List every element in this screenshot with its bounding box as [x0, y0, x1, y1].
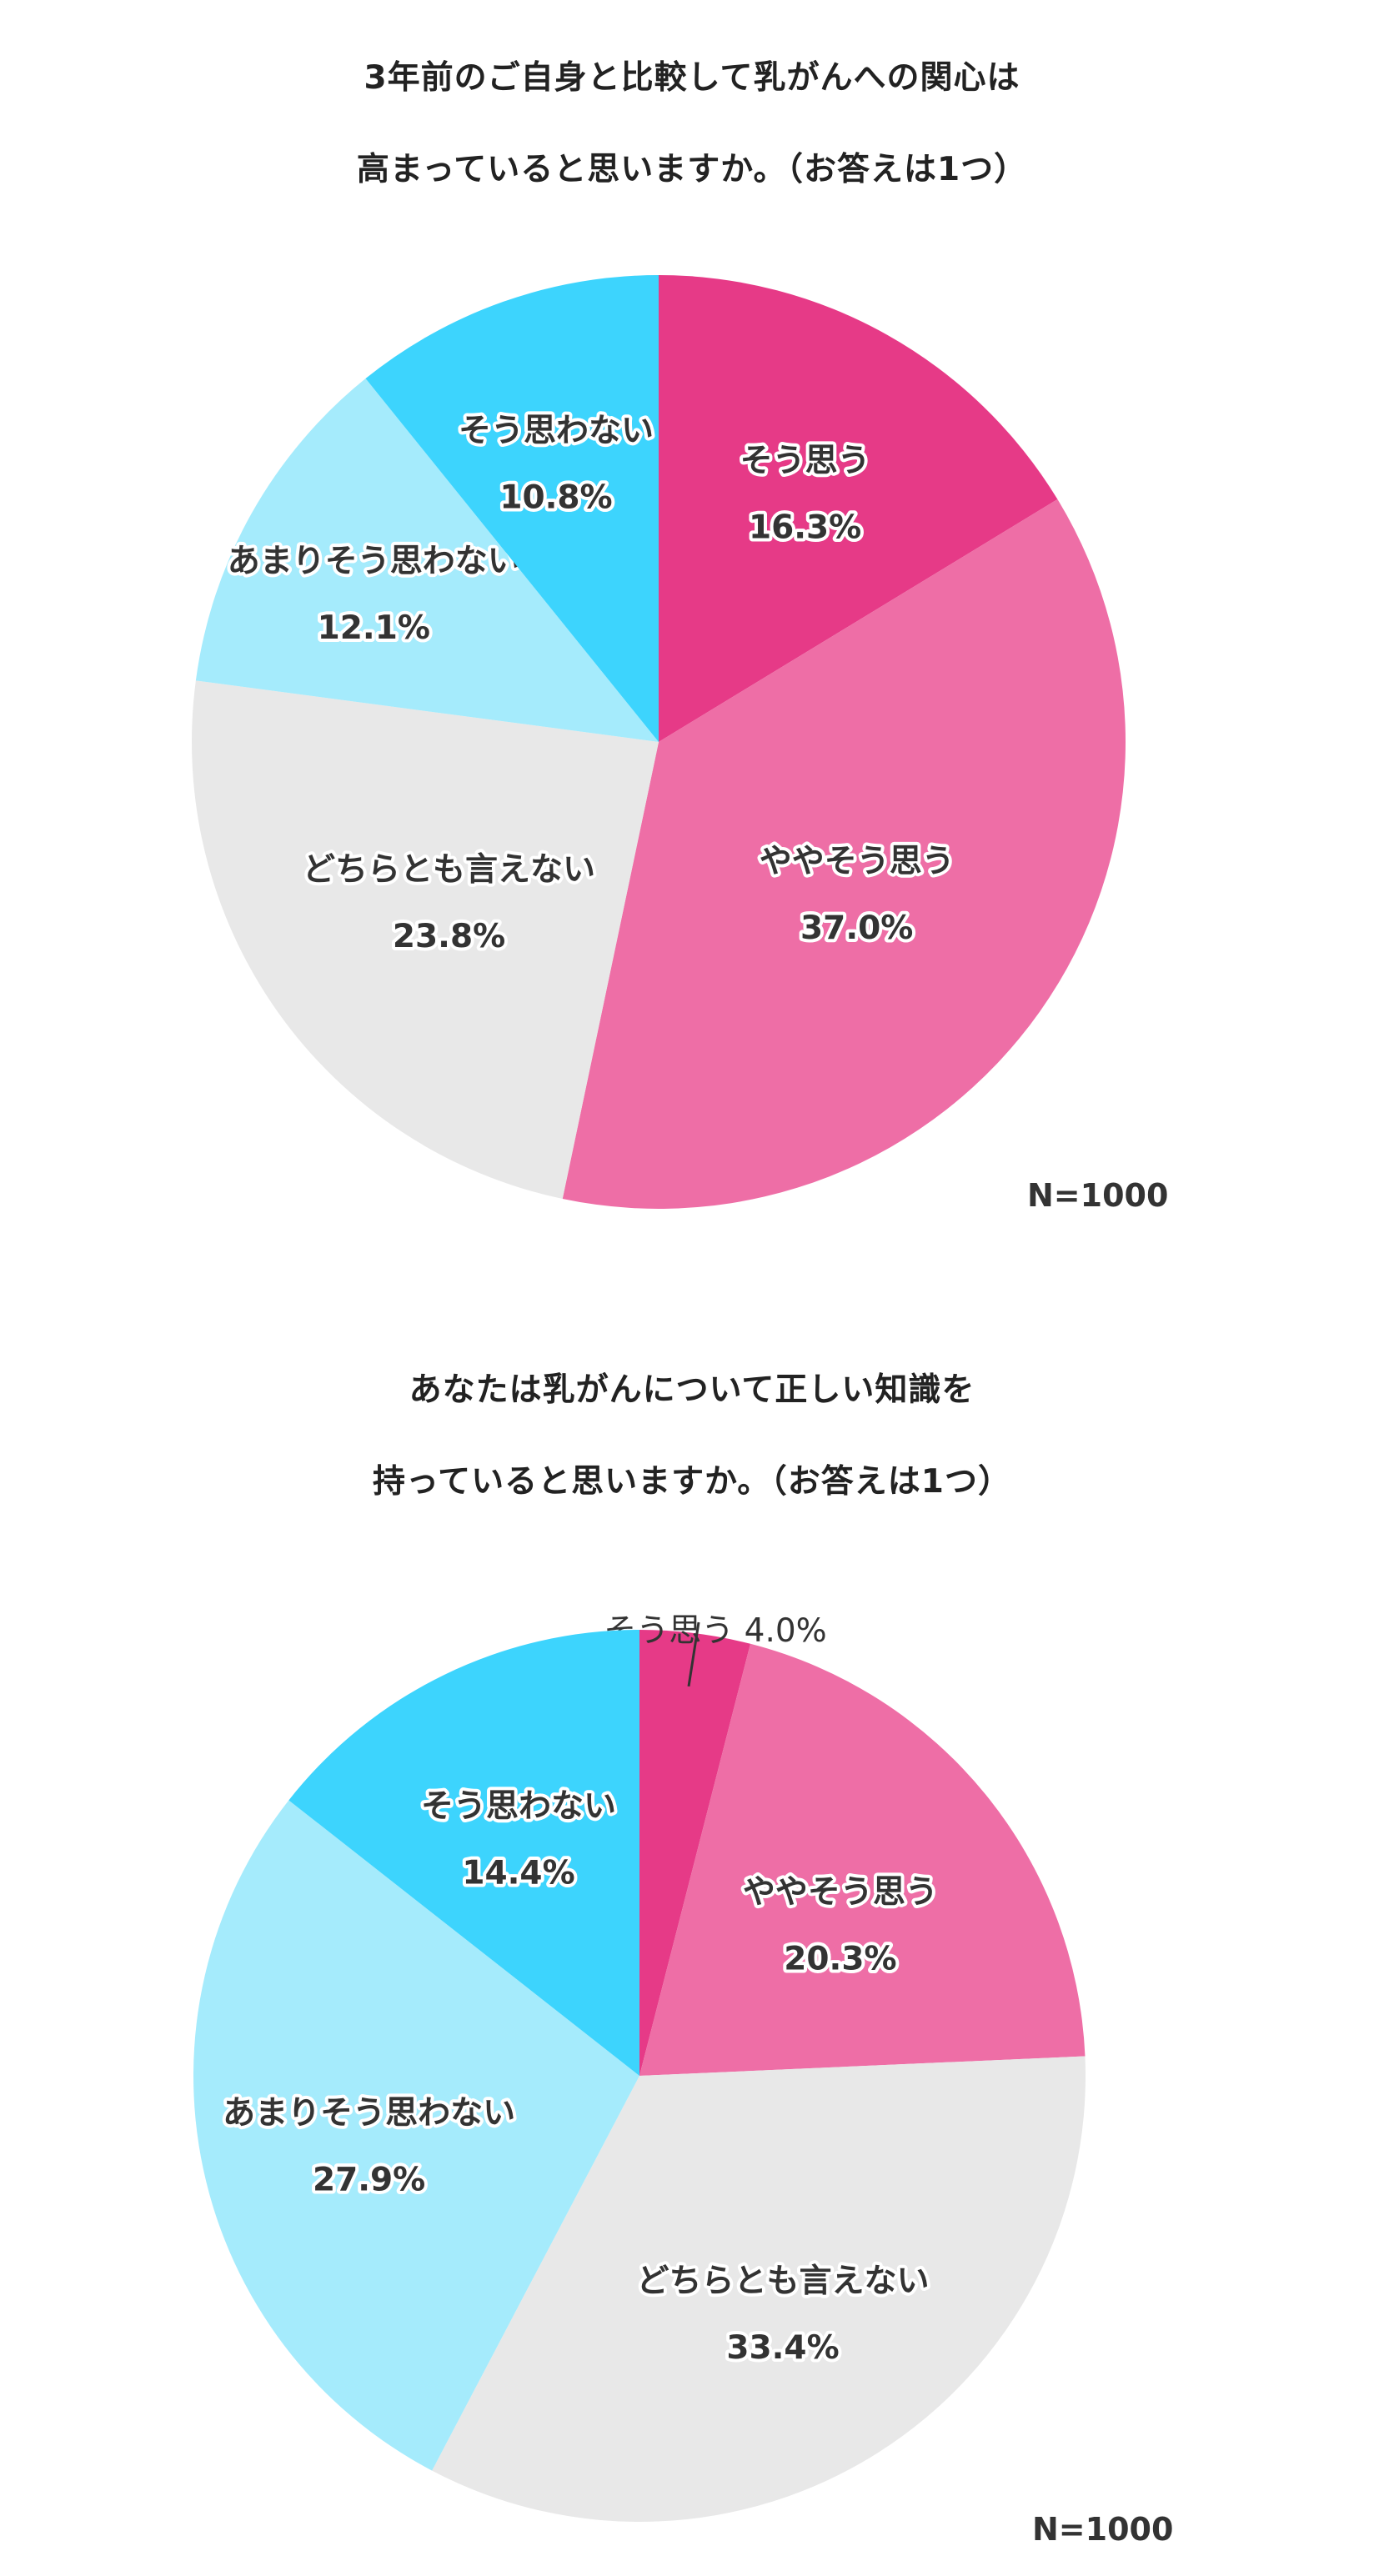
- chart2-value-somewhat-disagree: 27.9%: [313, 2161, 425, 2198]
- chart2-slice-neutral: [432, 2056, 1086, 2523]
- chart1-label-neutral: どちらとも言えない: [303, 851, 595, 889]
- chart2-slice-agree: [639, 1630, 751, 2076]
- chart2-slice-disagree: [288, 1630, 639, 2076]
- chart2-title-line1: あなたは乳がんについて正しい知識を: [409, 1371, 975, 1409]
- chart2-label-somewhat-disagree: あまりそう思わない: [223, 2094, 515, 2132]
- chart1-label-disagree: そう思わない: [459, 412, 654, 449]
- chart1-n-label: N=1000: [1027, 1177, 1169, 1214]
- chart1-value-agree: 16.3%: [749, 509, 861, 547]
- chart2-value-neutral: 33.4%: [726, 2329, 839, 2367]
- chart2-label-somewhat-agree: ややそう思う: [743, 1873, 938, 1911]
- chart2-label-neutral: どちらとも言えない: [636, 2263, 929, 2300]
- chart2-value-somewhat-agree: 20.3%: [784, 1940, 896, 1977]
- chart2-title-line2: 持っていると思いますか。（お答えは1つ）: [373, 1463, 1011, 1501]
- chart1-slice-agree: [659, 275, 1058, 742]
- chart2-slice-somewhat-disagree: [193, 1800, 640, 2471]
- chart1-value-disagree: 10.8%: [499, 479, 612, 516]
- chart2-n-label: N=1000: [1032, 2511, 1174, 2548]
- chart2-label-agree: そう思う 4.0%: [604, 1612, 826, 1650]
- chart2-label-disagree: そう思わない: [421, 1788, 616, 1826]
- chart2-leader-line-agree: [687, 1621, 700, 1687]
- chart1-slice-disagree: [365, 275, 659, 742]
- chart1-slice-somewhat-disagree: [195, 378, 659, 742]
- chart1-value-somewhat-agree: 37.0%: [800, 910, 913, 947]
- chart1-label-agree: そう思う: [740, 443, 870, 480]
- chart2-pie: そう思う 4.0% ややそう思う 20.3% どちらとも言えない 33.4% あまりそう思…: [193, 1612, 1086, 2523]
- chart2-slice-somewhat-agree: [639, 1643, 1086, 2076]
- chart1-title-line2: 高まっていると思いますか。（お答えは1つ）: [356, 151, 1028, 188]
- chart1-label-somewhat-disagree: あまりそう思わない: [228, 543, 520, 580]
- chart1-slice-somewhat-agree: [562, 499, 1126, 1209]
- chart2-value-disagree: 14.4%: [462, 1855, 574, 1892]
- chart1-value-somewhat-disagree: 12.1%: [318, 609, 430, 647]
- chart1-pie: そう思う 16.3% ややそう思う 37.0% どちらとも言えない 23.8% あまりそう思…: [192, 275, 1126, 1209]
- chart1-title-line1: 3年前のご自身と比較して乳がんへの関心は: [364, 59, 1020, 97]
- chart1-slice-neutral: [192, 680, 659, 1200]
- chart1-label-somewhat-agree: ややそう思う: [760, 843, 955, 880]
- chart1-value-neutral: 23.8%: [393, 918, 505, 955]
